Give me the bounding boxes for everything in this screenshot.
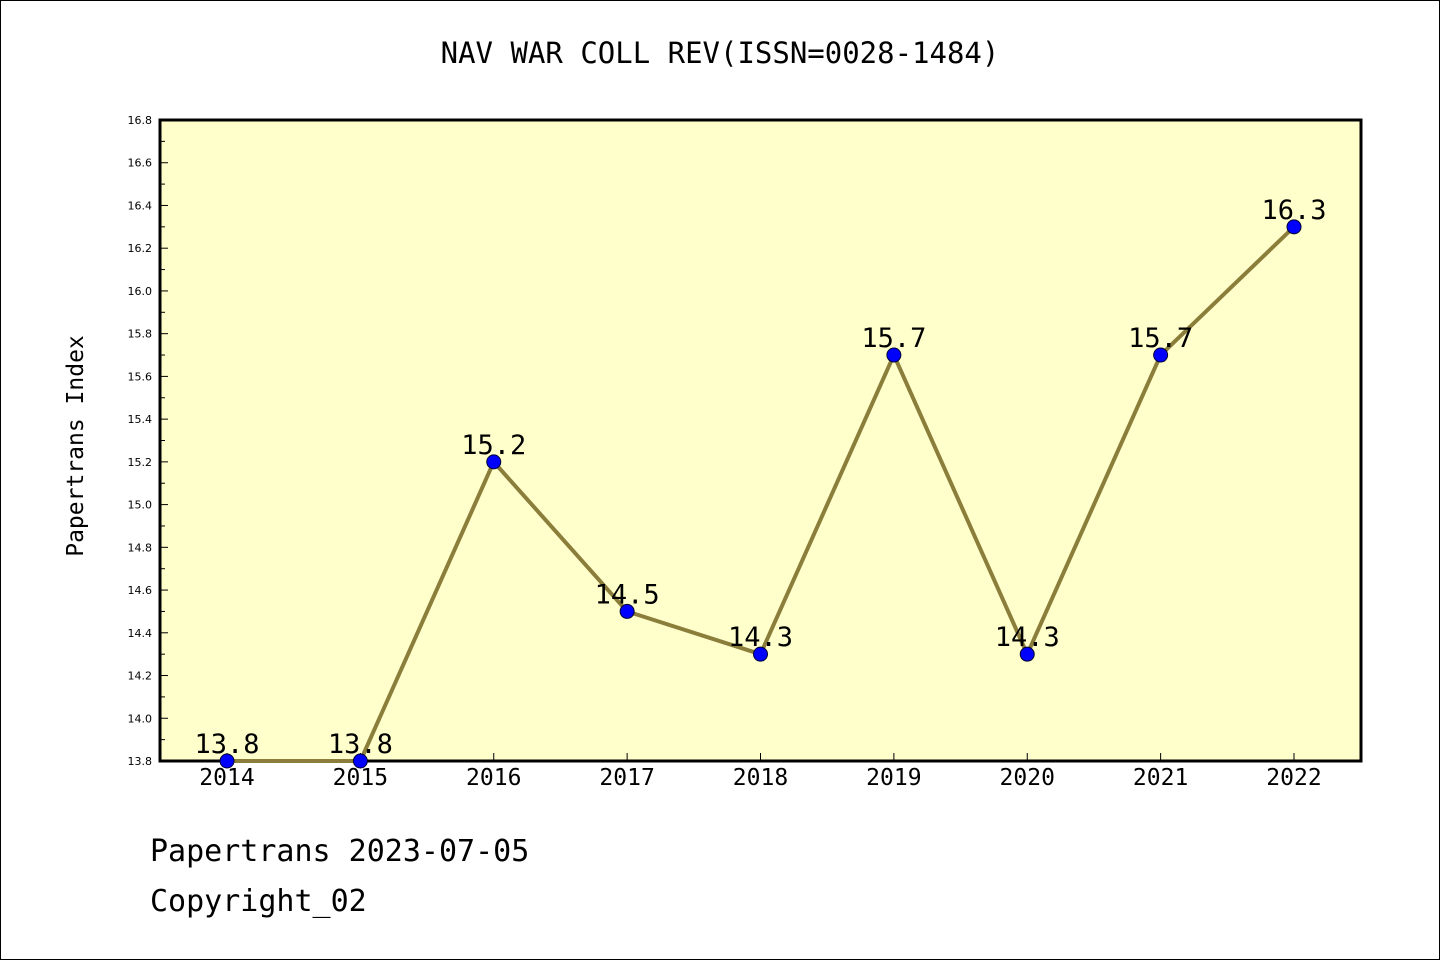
y-tick-label: 13.8 [128, 755, 153, 768]
y-tick-label: 15.2 [128, 456, 153, 469]
y-tick-label: 14.2 [128, 670, 153, 683]
chart-title: NAV WAR COLL REV(ISSN=0028-1484) [440, 36, 1000, 70]
data-label: 15.2 [461, 430, 526, 461]
y-tick-label: 16.0 [128, 285, 153, 298]
y-tick-label: 16.2 [128, 242, 153, 255]
x-tick-label: 2015 [333, 765, 388, 791]
y-tick-label: 14.8 [128, 541, 153, 554]
y-tick-label: 15.4 [128, 413, 153, 426]
data-point [219, 753, 235, 769]
data-point [1019, 646, 1035, 662]
data-label: 14.3 [728, 622, 793, 653]
data-label: 13.8 [328, 729, 393, 760]
y-tick-label: 16.8 [128, 114, 153, 127]
y-tick-label: 15.6 [128, 370, 153, 383]
data-point [352, 753, 368, 769]
x-tick-label: 2021 [1133, 765, 1188, 791]
data-label: 14.5 [595, 579, 660, 610]
data-point [1153, 347, 1169, 363]
plot-area [158, 118, 1363, 763]
x-tick-label: 2019 [866, 765, 921, 791]
y-axis-ticks: 13.8 14.0 14.2 14.4 14.6 14.8 15.0 15.2 15.4 15.6… [128, 114, 168, 768]
y-tick-label: 14.6 [128, 584, 153, 597]
x-tick-label: 2022 [1266, 765, 1321, 791]
data-point [753, 646, 768, 662]
x-tick-label: 2016 [466, 765, 521, 791]
x-tick-label: 2017 [599, 765, 654, 791]
x-tick-label: 2020 [1000, 765, 1055, 791]
data-label: 15.7 [1128, 323, 1193, 354]
data-label: 16.3 [1261, 195, 1326, 226]
footer-date: Papertrans 2023-07-05 [150, 834, 530, 869]
y-tick-label: 15.0 [128, 499, 153, 512]
data-label: 15.7 [861, 323, 926, 354]
data-point [486, 454, 502, 470]
y-tick-label: 14.4 [128, 627, 153, 640]
y-tick-label: 15.8 [128, 328, 153, 341]
data-point [1286, 219, 1302, 235]
data-label: 14.3 [995, 622, 1060, 653]
x-tick-label: 2014 [199, 765, 254, 791]
x-axis-ticks: 2014 2015 2016 2017 2018 2019 2020 2021 2022 [199, 753, 1322, 791]
y-tick-label: 14.0 [128, 712, 153, 725]
data-point [886, 347, 902, 363]
data-point [619, 603, 635, 619]
footer-copyright: Copyright_02 [150, 884, 367, 919]
data-labels: 13.8 13.8 15.2 14.5 14.3 15.7 14.3 15.7 16.3 [194, 195, 1326, 760]
y-tick-label: 16.4 [128, 199, 153, 212]
y-tick-label: 16.6 [128, 157, 153, 170]
data-label: 13.8 [194, 729, 259, 760]
series-markers [219, 219, 1302, 769]
x-tick-label: 2018 [733, 765, 788, 791]
